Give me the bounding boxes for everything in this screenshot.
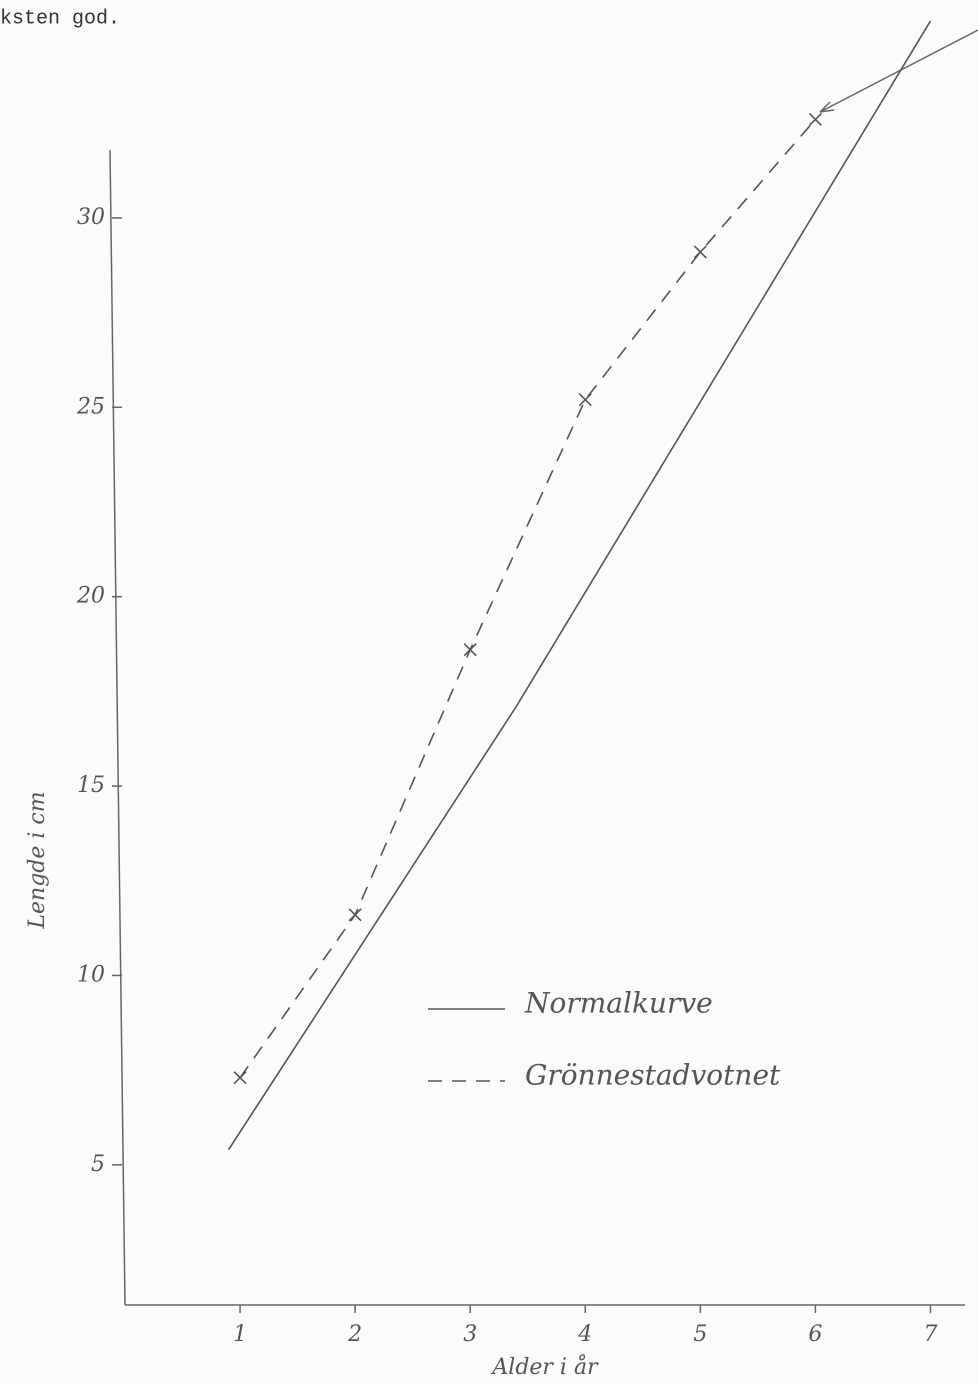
point-marker bbox=[694, 246, 706, 258]
header-text: ksten god. bbox=[0, 7, 120, 30]
y-tick-label: 5 bbox=[91, 1152, 105, 1177]
x-tick-label: 4 bbox=[577, 1322, 592, 1347]
x-axis-label: Alder i år bbox=[490, 1353, 599, 1380]
x-tick-label: 5 bbox=[693, 1322, 707, 1347]
arrow bbox=[820, 30, 978, 112]
point-marker bbox=[349, 909, 361, 921]
x-tick-label: 3 bbox=[463, 1322, 477, 1347]
point-marker bbox=[809, 113, 821, 125]
y-tick-label: 10 bbox=[77, 962, 105, 987]
legend-label: Grönnestadvotnet bbox=[525, 1059, 781, 1092]
point-marker bbox=[464, 644, 476, 656]
series-line bbox=[240, 119, 815, 1077]
series-line bbox=[229, 21, 931, 1150]
y-tick-label: 15 bbox=[77, 773, 105, 798]
point-marker bbox=[579, 394, 591, 406]
y-tick-label: 20 bbox=[76, 584, 105, 609]
y-axis bbox=[110, 150, 125, 1305]
x-tick-label: 1 bbox=[233, 1322, 247, 1347]
point-marker bbox=[234, 1072, 246, 1084]
x-tick-label: 7 bbox=[923, 1322, 937, 1347]
y-tick-label: 25 bbox=[76, 394, 105, 419]
x-tick-label: 6 bbox=[808, 1322, 822, 1347]
arrow-head bbox=[820, 102, 834, 112]
x-tick-label: 2 bbox=[347, 1322, 362, 1347]
y-axis-label: Lengde i cm bbox=[25, 791, 50, 929]
chart: ksten god. Alder i år Lengde i cm 1 2 3 4 5 6… bbox=[0, 0, 978, 1384]
y-tick-label: 30 bbox=[77, 205, 105, 230]
legend-label: Normalkurve bbox=[524, 987, 713, 1020]
